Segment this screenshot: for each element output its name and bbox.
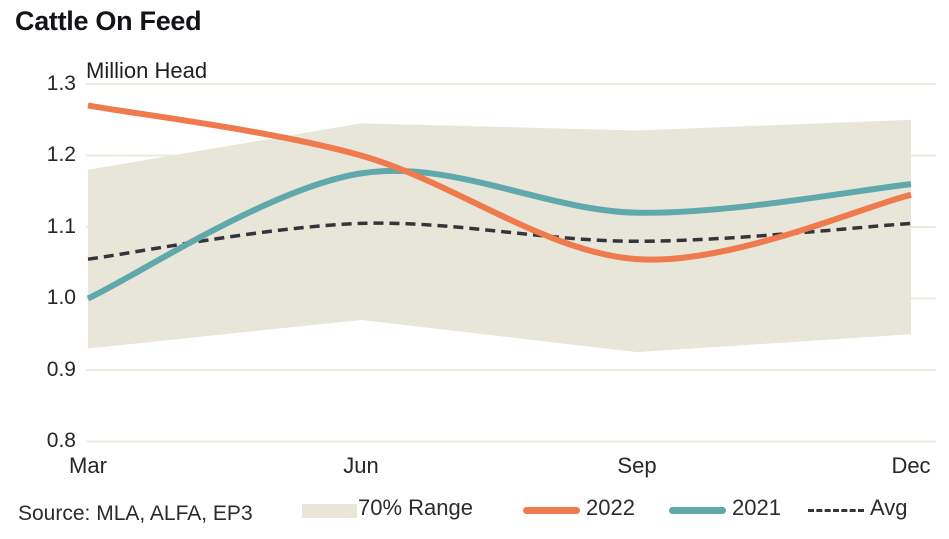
y-tick-0.8: 0.8 xyxy=(46,429,76,452)
legend-label-avg: Avg xyxy=(870,495,908,520)
y-tick-1.2: 1.2 xyxy=(46,143,76,166)
y-tick-1.3: 1.3 xyxy=(46,72,76,95)
y-tick-1.1: 1.1 xyxy=(46,215,76,238)
legend-swatch-avg xyxy=(808,509,864,512)
x-label-jun: Jun xyxy=(343,453,379,478)
line-2022 xyxy=(87,102,912,263)
y-axis-units-label: Million Head xyxy=(86,58,208,83)
legend-label-70-range: 70% Range xyxy=(358,495,473,520)
x-label-dec: Dec xyxy=(891,453,931,478)
x-label-mar: Mar xyxy=(69,453,107,478)
band-70-range xyxy=(88,119,911,353)
y-tick-0.9: 0.9 xyxy=(46,358,76,381)
legend-label-2022: 2022 xyxy=(586,495,635,520)
source-attribution: Source: MLA, ALFA, EP3 xyxy=(18,502,253,525)
chart-title: Cattle On Feed xyxy=(15,6,202,36)
x-label-sep: Sep xyxy=(617,453,657,478)
legend-swatch-2021 xyxy=(669,507,726,514)
legend-swatch-70-range xyxy=(302,504,357,518)
legend-swatch-2022 xyxy=(523,507,580,514)
y-tick-1.0: 1.0 xyxy=(46,286,76,309)
legend-label-2021: 2021 xyxy=(732,495,781,520)
line-2021 xyxy=(86,167,912,302)
